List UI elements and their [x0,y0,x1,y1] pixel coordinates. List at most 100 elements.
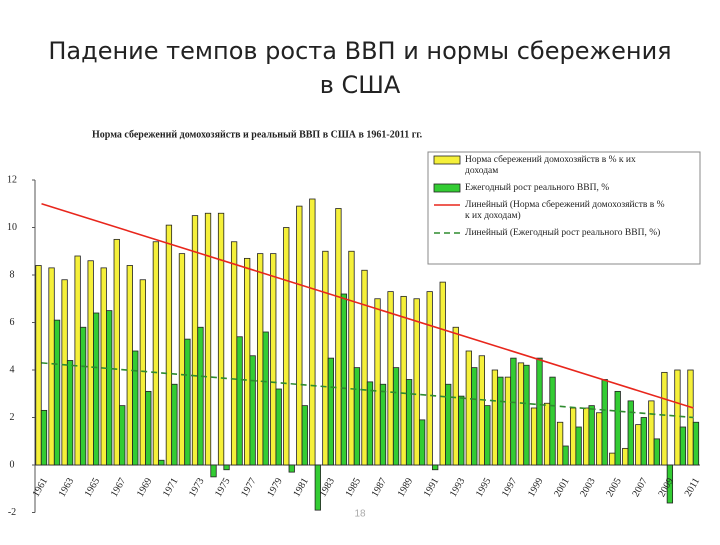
bar [236,336,243,466]
bar [210,464,217,478]
x-tick-label: 2007 [630,476,650,499]
bar [361,269,368,466]
bar [588,405,595,466]
bar [523,364,530,466]
x-tick-label: 1989 [396,476,416,499]
bar [622,447,629,466]
bar [583,407,590,466]
x-tick-label: 2005 [604,476,624,499]
x-tick-label: 1997 [500,476,520,499]
bar [556,421,564,466]
x-tick-label: 2011 [683,476,702,499]
bar [40,409,48,466]
x-tick-label: 1961 [31,476,51,499]
x-tick-label: 1971 [161,476,181,499]
bar [445,383,452,466]
bar [93,312,100,466]
y-tick-label: 4 [10,364,15,375]
chart-title: Норма сбережений домохозяйств и реальный… [92,129,423,140]
bar [666,464,674,504]
x-tick-label: 1965 [83,476,103,499]
bar [230,241,238,466]
bar [374,298,381,466]
bar [301,405,308,466]
x-tick-label: 1993 [448,476,468,499]
bar [48,267,55,466]
bar [322,250,329,466]
bar [132,350,139,466]
trend-line [41,362,694,419]
bar [100,267,107,466]
bar [309,198,316,466]
x-tick-label: 1985 [344,476,364,499]
bar [262,331,269,466]
bar [106,310,113,466]
x-tick-label: 1999 [526,476,546,499]
legend-label: Линейный (Норма сбережений домохозяйств … [465,199,665,221]
bar [530,407,538,466]
bar [257,253,264,466]
bar [569,407,577,466]
y-tick-label: 12 [7,174,17,185]
bar [119,405,126,466]
bar [497,376,504,466]
x-tick-label: 2001 [552,476,572,499]
bar [165,224,173,466]
bar [145,390,152,466]
bar [491,369,499,466]
legend-swatch [433,155,461,165]
bar [484,405,491,466]
bar [288,464,295,473]
bar [171,383,178,466]
bar [536,357,543,466]
bar [296,205,303,466]
bar [648,400,655,466]
x-tick-label: 1995 [474,476,494,499]
bar [517,362,525,466]
bar [204,212,212,466]
bar [458,395,465,466]
bar [596,412,603,466]
legend-box [427,151,701,265]
bar [152,241,160,466]
bar [283,227,290,466]
slide-title: в США [320,71,401,99]
x-tick-label: 1969 [135,476,155,499]
bar [510,357,517,466]
bar [543,402,551,466]
bar [61,279,68,466]
x-tick-label: 1975 [213,476,233,499]
bar [504,376,512,466]
bar [653,438,660,466]
bar [679,426,687,466]
bar [692,421,700,466]
bar [640,417,647,466]
bar [478,355,485,466]
bar [392,367,400,466]
bar [432,464,439,471]
bar [366,381,374,466]
bar [314,464,321,511]
x-tick-label: 2009 [656,476,676,499]
bar [348,250,355,466]
x-tick-label: 1981 [291,476,311,499]
bar [439,281,446,466]
bar [353,367,361,466]
bar [35,265,42,466]
bar [627,400,634,466]
bar [562,445,569,466]
bar [113,238,120,466]
bar [609,452,616,466]
bar [549,376,556,466]
bar [674,369,681,466]
bar [340,293,348,466]
bar [79,326,87,466]
page-number: 18 [354,509,366,520]
x-tick-label: 1977 [239,476,259,499]
bar [139,279,146,466]
y-tick-label: 6 [10,317,15,328]
x-tick-label: 1987 [370,476,390,499]
bar [471,367,478,466]
x-tick-label: 2003 [578,476,598,499]
